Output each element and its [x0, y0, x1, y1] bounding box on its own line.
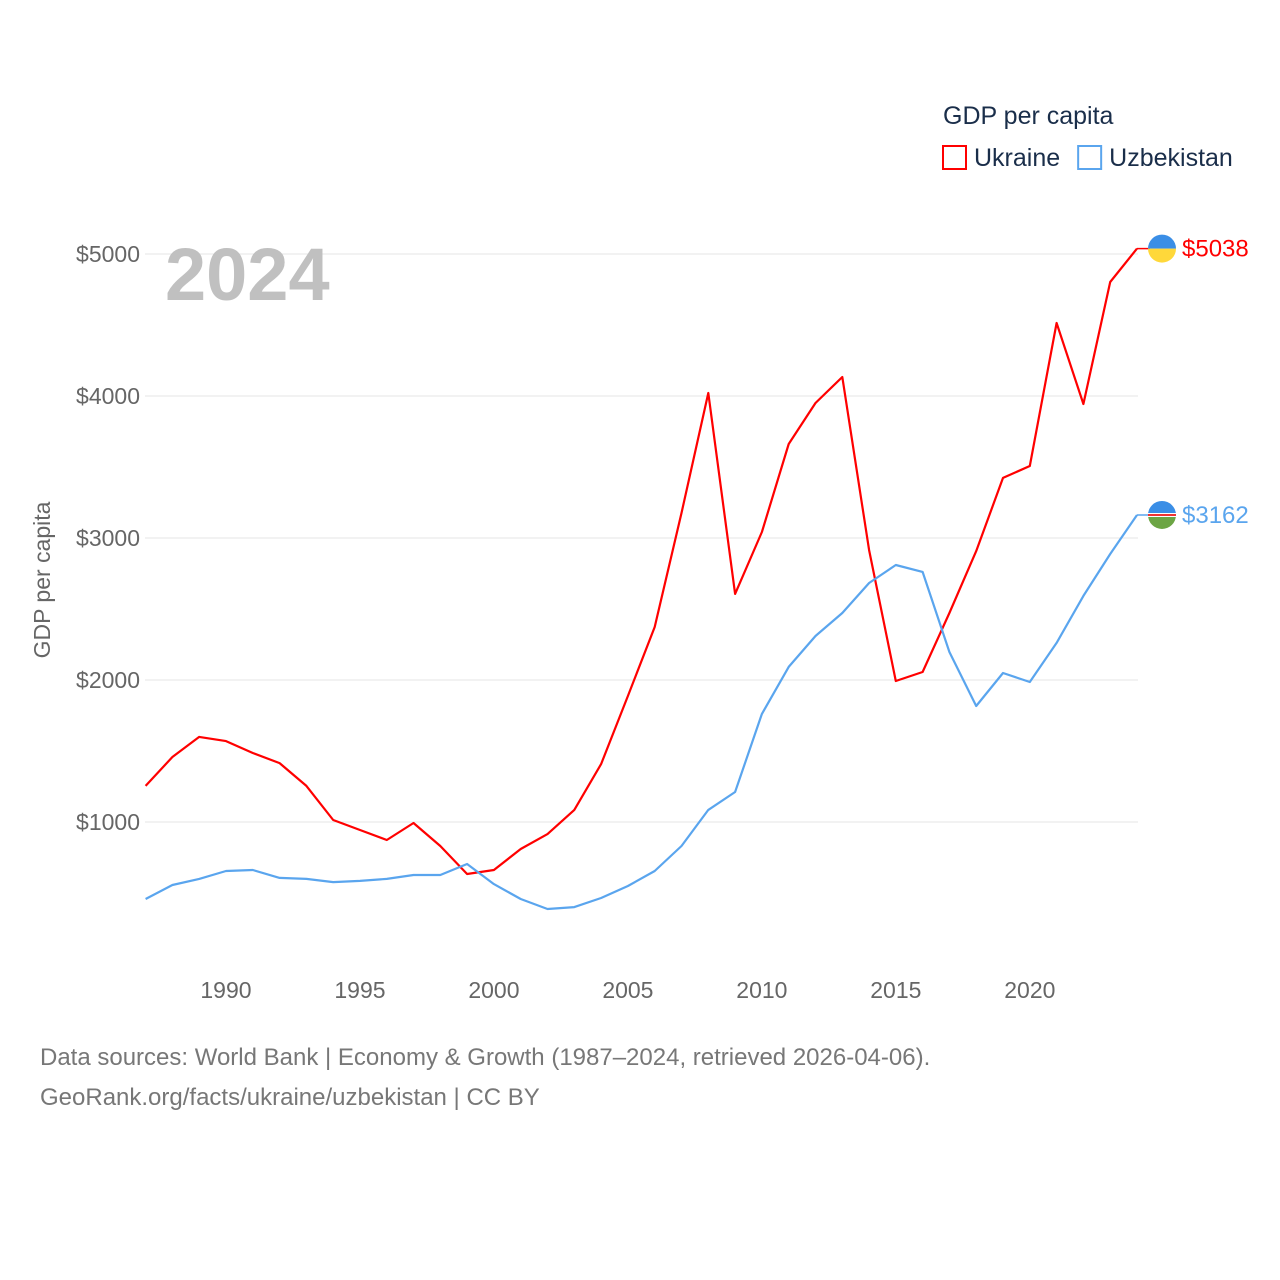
y-axis-label: GDP per capita	[29, 501, 55, 658]
grid	[145, 253, 1138, 823]
legend-label: Uzbekistan	[1109, 144, 1233, 172]
x-tick-label: 2015	[870, 977, 921, 1003]
year-watermark: 2024	[165, 233, 330, 316]
x-tick-label: 1995	[334, 977, 385, 1003]
y-tick-label: $2000	[76, 667, 140, 693]
series-line-ukraine	[144, 247, 1138, 876]
series-line-uzbekistan	[145, 514, 1138, 911]
y-tick-label: $1000	[76, 809, 140, 835]
x-tick-label: 2020	[1004, 977, 1055, 1003]
y-tick-label: $5000	[76, 241, 140, 267]
x-tick-label: 2005	[602, 977, 653, 1003]
legend-swatch	[1077, 145, 1103, 170]
source-line: Data sources: World Bank | Economy & Gro…	[40, 1044, 931, 1071]
uzbekistan-flag-icon	[1148, 500, 1176, 529]
attribution-line[interactable]: GeoRank.org/facts/ukraine/uzbekistan | C…	[40, 1084, 540, 1111]
legend-item-uzbekistan[interactable]: Uzbekistan	[1077, 144, 1233, 172]
legend-label: Ukraine	[974, 144, 1060, 172]
legend-title: GDP per capita	[943, 102, 1114, 130]
y-tick-label: $4000	[76, 383, 140, 409]
ukraine-flag-icon	[1148, 234, 1176, 263]
y-tick-label: $3000	[76, 525, 140, 551]
end-value-label: $5038	[1182, 236, 1249, 263]
end-value-label: $3162	[1182, 502, 1249, 529]
legend-item-ukraine[interactable]: Ukraine	[942, 144, 1060, 172]
x-tick-label: 1990	[200, 977, 251, 1003]
x-tick-label: 2010	[736, 977, 787, 1003]
legend-swatch	[942, 145, 967, 170]
x-tick-label: 2000	[468, 977, 519, 1003]
